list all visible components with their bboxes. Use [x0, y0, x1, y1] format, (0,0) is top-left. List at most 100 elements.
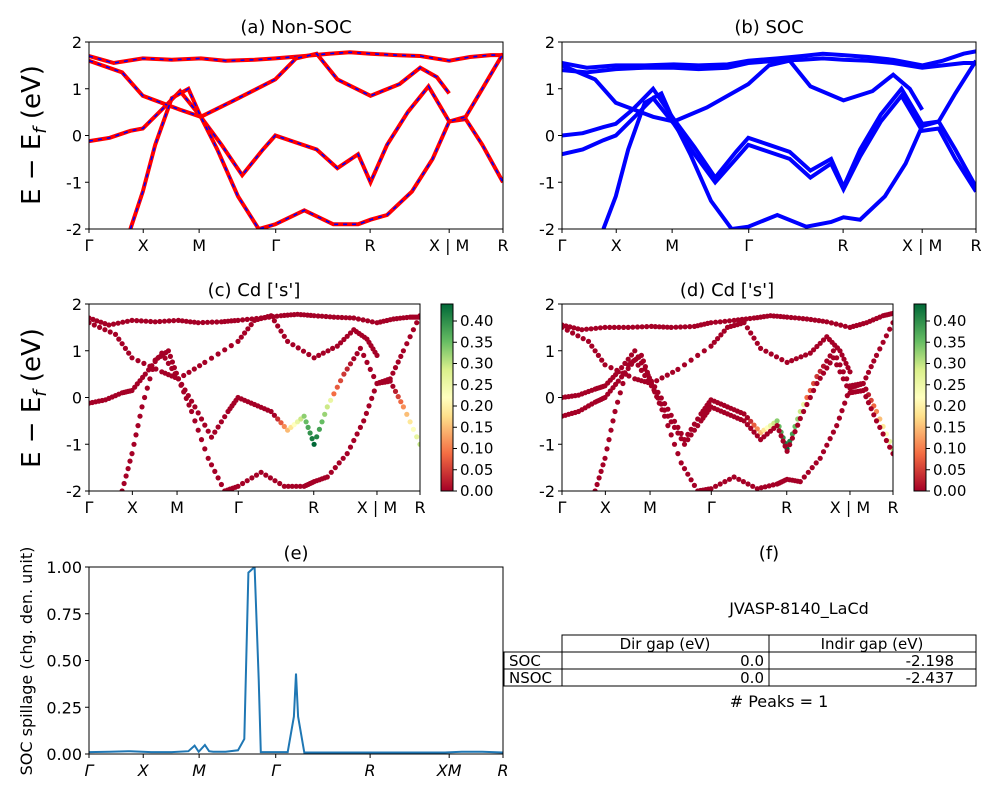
svg-text:X: X [138, 236, 149, 255]
svg-text:0.15: 0.15 [460, 418, 493, 436]
svg-text:Γ: Γ [744, 236, 753, 255]
panel-c-point [319, 419, 325, 425]
svg-text:XM: XM [436, 761, 462, 780]
panel-d-point [807, 394, 813, 401]
svg-text:0.40: 0.40 [460, 312, 493, 330]
panel-c-point [290, 342, 296, 348]
panel-c-point [218, 481, 224, 488]
panel-d-point [873, 352, 880, 358]
row-nsoc-indir: -2.437 [906, 669, 954, 687]
panel-c-point [189, 408, 195, 415]
panel-c-point [361, 418, 367, 424]
panel-d-point [814, 343, 820, 350]
panel-c-point [278, 328, 284, 334]
panel-c-point [144, 385, 150, 391]
panel-d-point [695, 423, 701, 429]
panel-c-xtick: M [170, 491, 184, 517]
panel-a-band-line [128, 52, 503, 229]
panel-c-point [410, 426, 416, 432]
svg-text:0.25: 0.25 [46, 698, 82, 717]
panel-a-band-line [89, 51, 451, 119]
panel-d-xtick: X [600, 491, 611, 517]
panel-c-point [222, 414, 228, 420]
panel-d-point [839, 408, 845, 414]
panel-c-point [316, 426, 322, 432]
panel-a-xtick: X [138, 229, 149, 255]
svg-text:M: M [192, 236, 206, 255]
panel-c-point [323, 313, 329, 320]
panel-d-title: (d) Cd ['s'] [680, 280, 774, 301]
panel-d-point [651, 387, 657, 393]
panel-c-point [186, 402, 192, 408]
panel-d-point [784, 359, 790, 365]
panel-a-xtick: R [497, 229, 509, 255]
panel-c-point [268, 313, 274, 319]
svg-text:R: R [365, 761, 376, 780]
panel-c-point [167, 353, 173, 359]
panel-c-point [228, 343, 234, 349]
panel-d-point [660, 324, 666, 330]
panel-c-point [278, 420, 284, 426]
panel-c-point [351, 315, 357, 321]
panel-c-point [414, 434, 420, 440]
panel-c-point [129, 451, 135, 457]
svg-text:R: R [365, 236, 376, 255]
panel-d-point [778, 433, 784, 439]
svg-text:2: 2 [72, 295, 82, 314]
panel-d-point [762, 484, 768, 490]
panel-d-point [890, 451, 893, 457]
panel-d-point [654, 378, 660, 384]
panel-d-point [612, 408, 618, 415]
svg-text:R: R [497, 761, 508, 780]
panel-d-point [656, 400, 662, 406]
panel-c-colorbar-tick: 0.10 [453, 440, 493, 458]
svg-text:-2: -2 [66, 482, 82, 501]
panel-d-point [588, 326, 594, 332]
panel-a-xtick: Γ [85, 229, 94, 255]
panel-c-point [295, 345, 301, 351]
panel-d-point [722, 479, 728, 485]
panel-c-point [343, 315, 349, 321]
panel-d-point [665, 423, 671, 429]
panel-d-point [816, 318, 822, 324]
panel-c-point [189, 398, 195, 404]
panel-d-point [681, 362, 688, 368]
panel-c-point [244, 316, 250, 322]
panel-c-point [361, 352, 367, 358]
panel-d-point [630, 324, 636, 330]
panel-d-point [774, 418, 780, 424]
svg-text:R: R [970, 236, 981, 255]
panel-c-colorbar-tick: 0.05 [453, 461, 493, 479]
panel-c-point [275, 323, 281, 329]
panel-c-point [205, 428, 211, 434]
panel-c-point [248, 322, 254, 328]
panel-c-colorbar-tick: 0.15 [453, 418, 493, 436]
panel-d-point [877, 424, 883, 430]
panel-c-point [281, 423, 287, 430]
panel-c-point [369, 319, 375, 325]
panel-d-point [602, 455, 608, 461]
panel-a-ytick: 1 [72, 80, 89, 99]
panel-a-xtick: M [192, 229, 206, 255]
panel-d-point [801, 408, 807, 415]
panel-c-colorbar-tick: 0.20 [453, 397, 493, 415]
panel-e-ytick: 0.00 [46, 745, 89, 764]
panel-d-point [809, 465, 815, 471]
panel-c-point [263, 472, 269, 478]
panel-c-point [208, 355, 215, 361]
panel-c-point [126, 350, 132, 356]
svg-text:X | M: X | M [902, 236, 942, 255]
panel-c-point [331, 391, 337, 397]
panel-d-point [798, 354, 804, 360]
panel-d-xtick: M [643, 491, 657, 517]
panel-c-point [300, 348, 307, 354]
row-nsoc-dir: 0.0 [740, 669, 764, 687]
panel-d-point [606, 437, 612, 443]
panel-c-point [133, 432, 139, 438]
panel-d-point [877, 346, 883, 352]
panel-d-point [887, 326, 893, 332]
panel-a-xtick: X | M [429, 229, 469, 255]
panel-c-colorbar-tick: 0.30 [453, 355, 493, 373]
panel-d-point [824, 365, 830, 371]
